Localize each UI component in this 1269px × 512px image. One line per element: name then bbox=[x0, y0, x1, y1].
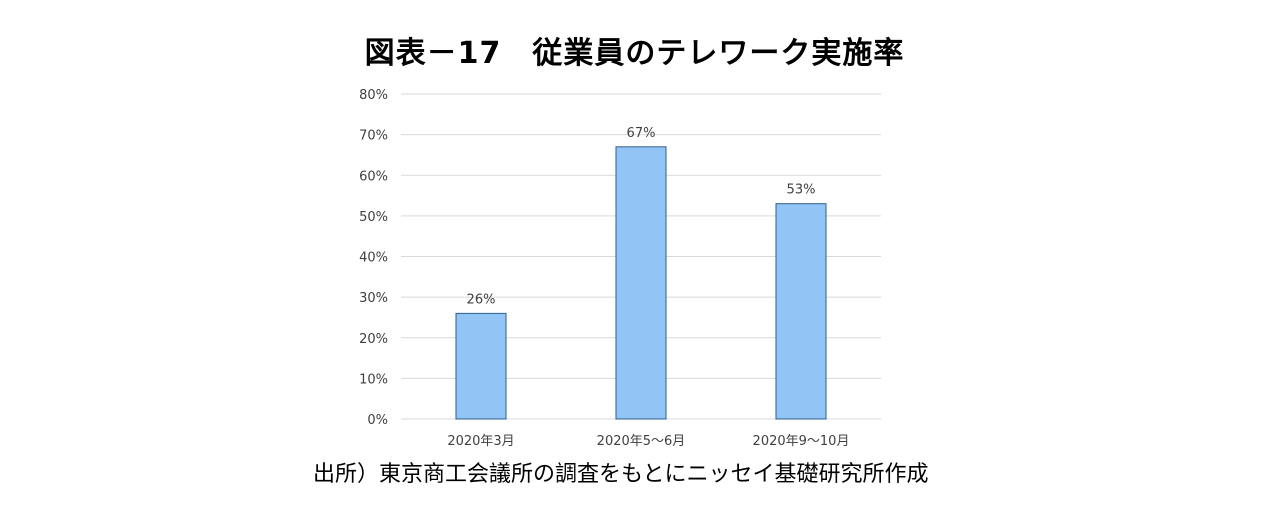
bar bbox=[615, 146, 667, 420]
data-label: 26% bbox=[467, 292, 496, 307]
source-note: 出所）東京商工会議所の調査をもとにニッセイ基礎研究所作成 bbox=[313, 462, 929, 487]
x-axis-tick-labels: 2020年3月 2020年5～6月 2020年9～10月 bbox=[447, 434, 849, 449]
y-tick-label: 50% bbox=[359, 210, 388, 225]
bar bbox=[455, 312, 507, 420]
y-tick-label: 20% bbox=[359, 332, 388, 347]
data-label: 67% bbox=[627, 126, 656, 141]
bars bbox=[455, 146, 827, 420]
data-labels: 26% 67% 53% bbox=[467, 126, 816, 308]
x-tick-label: 2020年3月 bbox=[447, 434, 514, 449]
y-tick-label: 30% bbox=[359, 291, 388, 306]
x-tick-label: 2020年5～6月 bbox=[597, 434, 686, 449]
y-tick-label: 80% bbox=[359, 88, 388, 103]
x-tick-label: 2020年9～10月 bbox=[753, 434, 850, 449]
y-tick-label: 0% bbox=[367, 413, 388, 428]
chart-title: 図表－17 従業員のテレワーク実施率 bbox=[364, 36, 905, 71]
data-label: 53% bbox=[787, 183, 816, 198]
y-tick-label: 70% bbox=[359, 129, 388, 144]
y-tick-label: 60% bbox=[359, 169, 388, 184]
y-tick-label: 40% bbox=[359, 251, 388, 266]
bar bbox=[775, 203, 827, 420]
y-tick-label: 10% bbox=[359, 372, 388, 387]
y-axis-tick-labels: 0% 10% 20% 30% 40% 50% 60% 70% 80% bbox=[359, 88, 388, 428]
